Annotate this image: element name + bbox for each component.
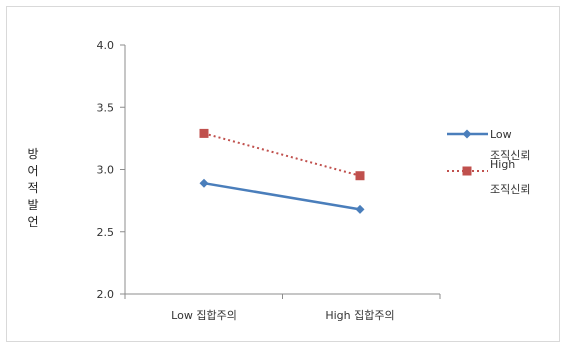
legend-label: 조직신뢰: [490, 149, 530, 162]
data-point-diamond: [355, 204, 365, 214]
x-ticks: Low 집합주의 High 집합주의: [124, 294, 441, 322]
series-line: [203, 132, 361, 177]
legend-label: Low: [490, 128, 512, 141]
data-point-square: [199, 128, 209, 138]
y-tick-label: 3.0: [97, 164, 115, 177]
y-tick-label: 2.0: [97, 288, 115, 301]
legend-marker-diamond: [462, 129, 472, 139]
legend-marker-square: [462, 166, 472, 176]
x-tick-label: Low 집합주의: [171, 309, 237, 322]
axes: [124, 45, 440, 295]
x-tick-label: High 집합주의: [325, 309, 394, 322]
series-layer: [199, 128, 365, 214]
y-ticks: 2.0 2.5 3.0 3.5 4.0: [97, 39, 125, 301]
legend-label: High: [490, 158, 515, 171]
legend-label: 조직신뢰: [490, 183, 530, 196]
data-point-diamond: [199, 178, 209, 188]
series-line: [203, 181, 361, 211]
y-tick-label: 2.5: [97, 226, 115, 239]
data-point-square: [355, 171, 365, 181]
y-tick-label: 4.0: [97, 39, 115, 52]
y-tick-label: 3.5: [97, 101, 115, 114]
